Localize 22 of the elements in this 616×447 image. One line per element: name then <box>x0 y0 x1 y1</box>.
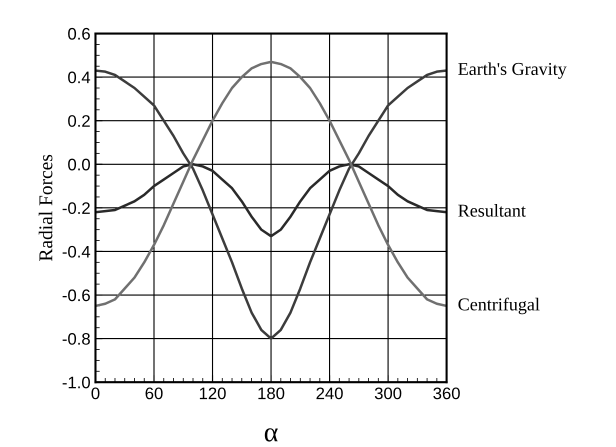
y-tick-label: -0.6 <box>62 289 90 302</box>
x-tick-label: 180 <box>258 387 284 400</box>
x-tick-label: 360 <box>433 387 460 400</box>
line-series <box>95 163 447 238</box>
y-tick-label: 0.6 <box>68 28 90 40</box>
y-tick-label: -0.8 <box>62 333 90 345</box>
series-label: Centrifugal <box>458 298 540 314</box>
y-tick-label: -0.4 <box>62 246 90 258</box>
x-tick-label: 240 <box>316 387 343 400</box>
x-tick-label: 300 <box>374 387 402 400</box>
x-axis-title: α <box>264 428 278 442</box>
y-tick-label: 0.0 <box>68 158 90 170</box>
x-tick-label: 0 <box>91 387 100 400</box>
series-label: Resultant <box>458 204 526 217</box>
x-tick-label: 60 <box>146 387 163 400</box>
y-axis-title: Radial Forces <box>38 154 52 262</box>
y-tick-label: -1.0 <box>62 376 90 388</box>
x-tick-label: 120 <box>200 387 226 400</box>
series-label: Earth's Gravity <box>458 62 567 79</box>
y-tick-label: 0.4 <box>68 72 90 84</box>
y-tick-label: 0.2 <box>68 115 90 127</box>
y-tick-label: -0.2 <box>62 202 90 214</box>
